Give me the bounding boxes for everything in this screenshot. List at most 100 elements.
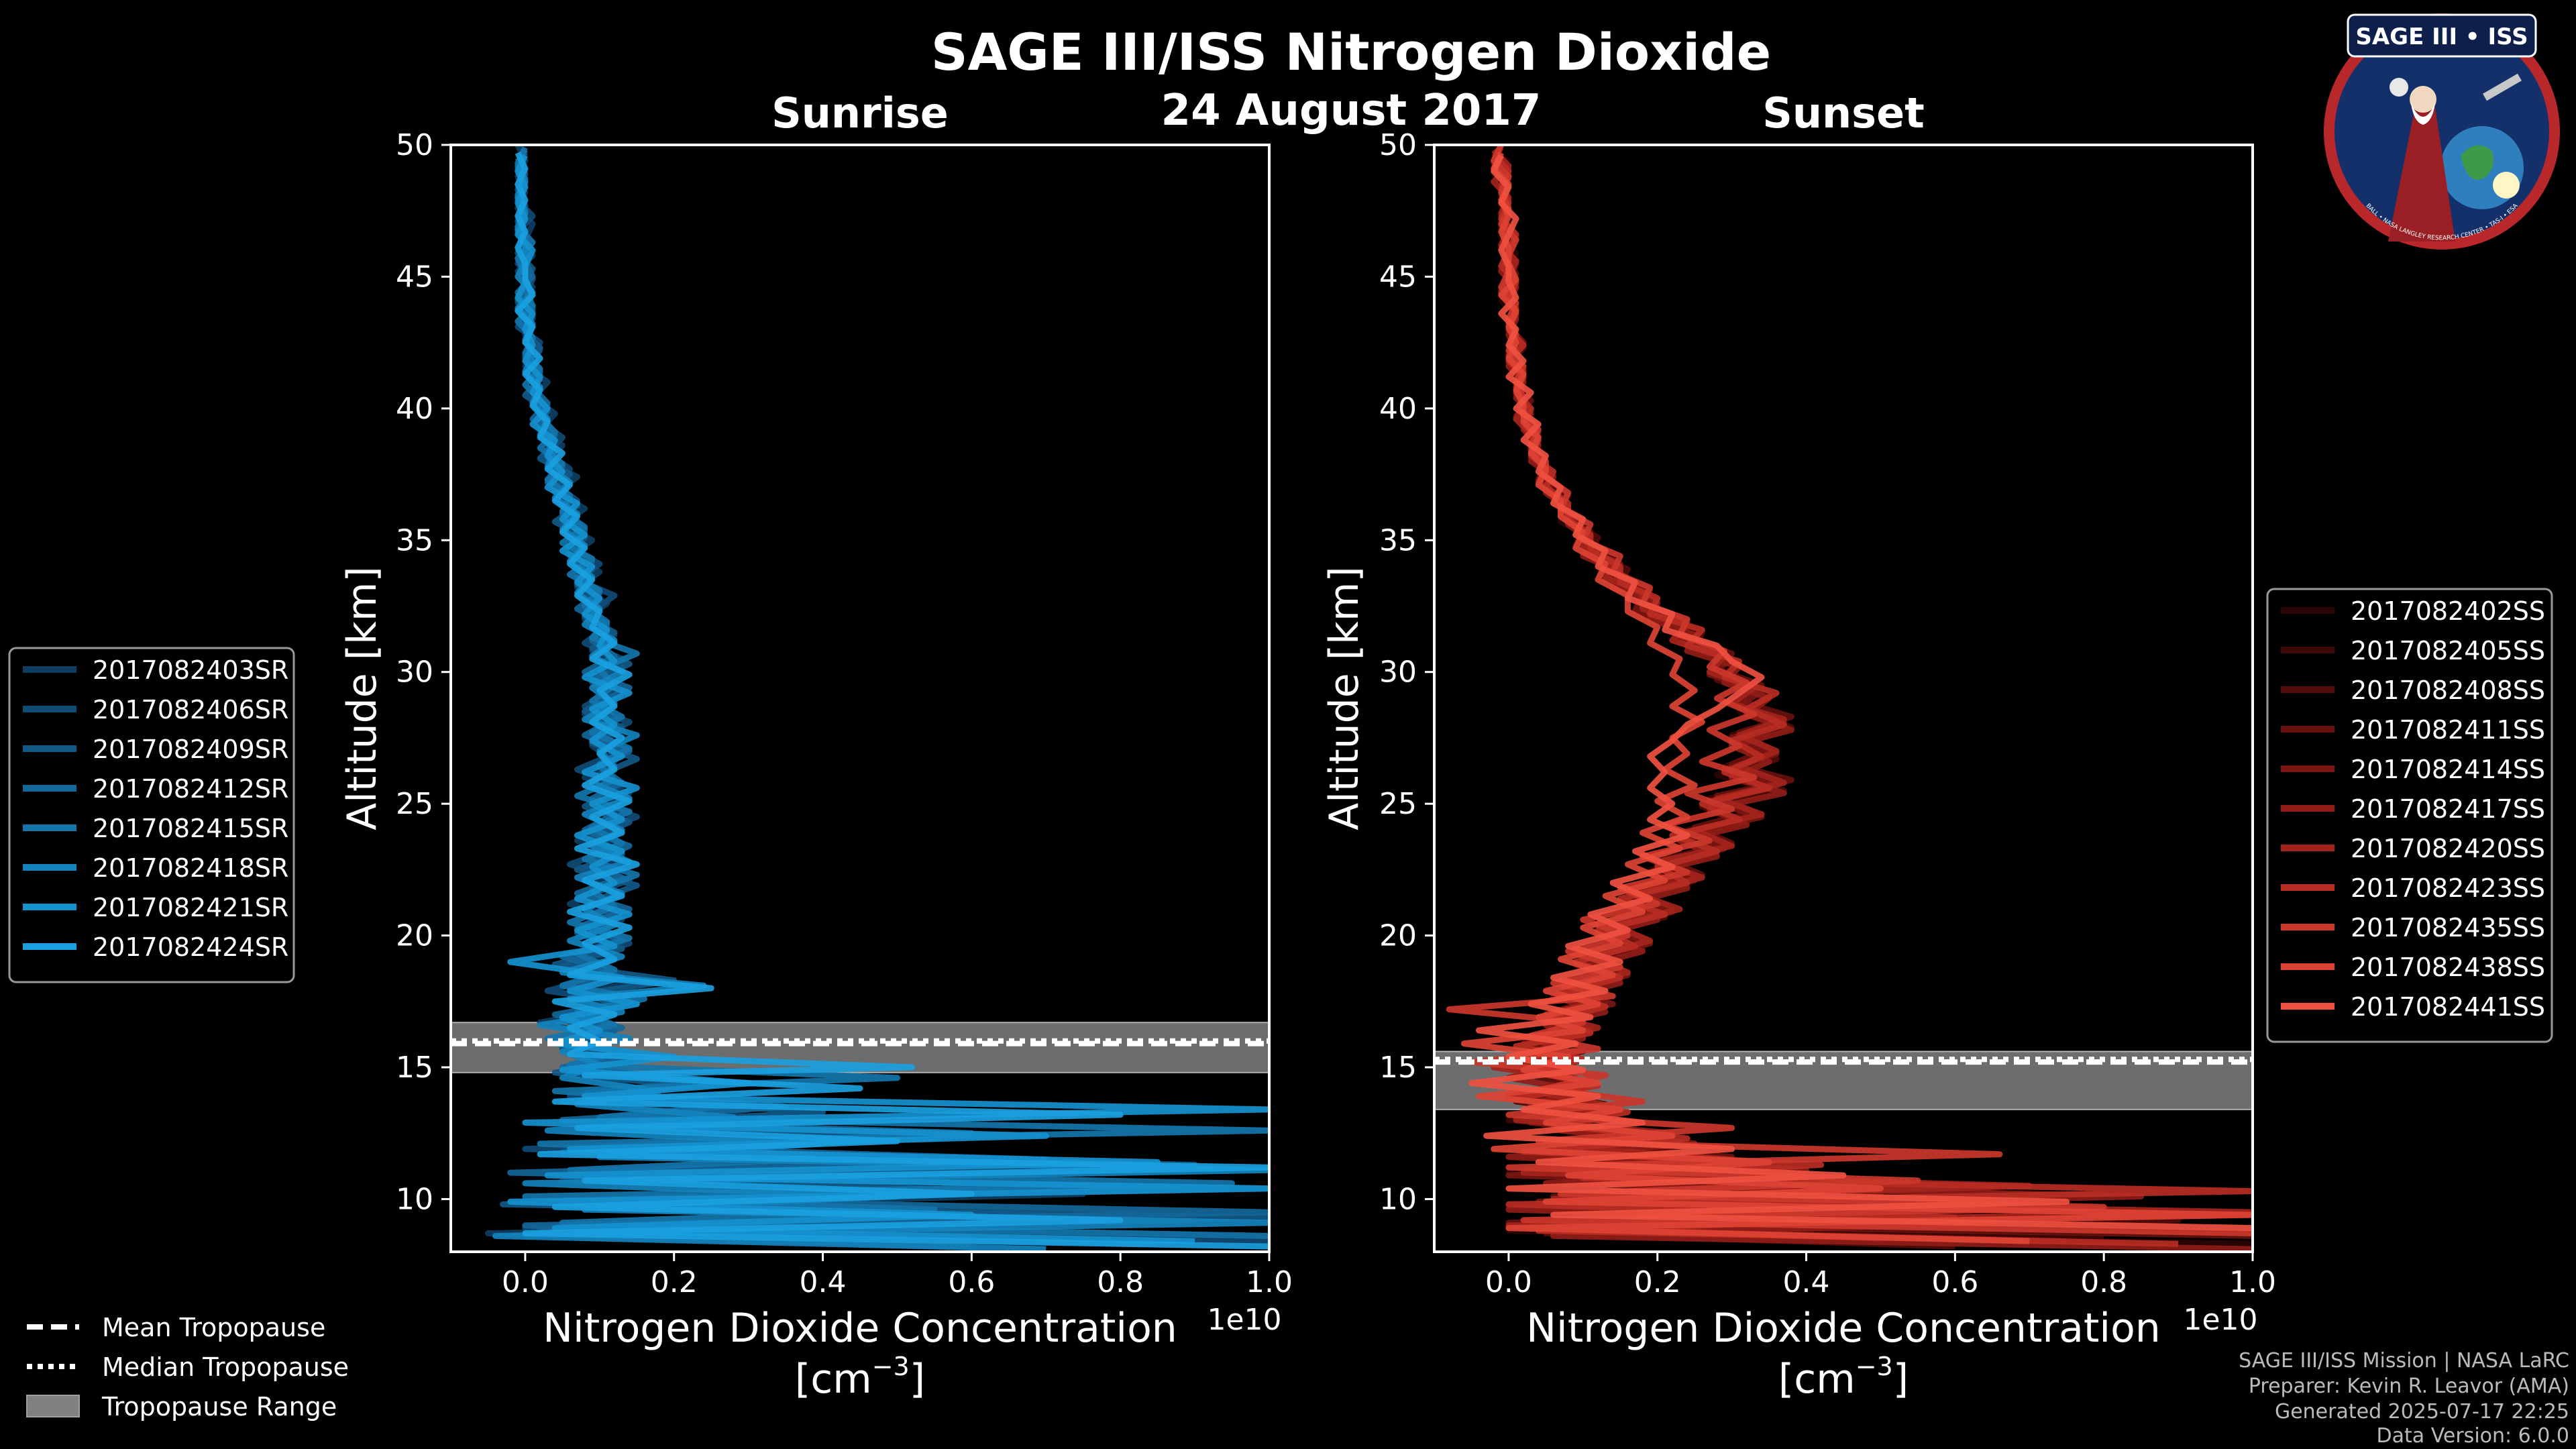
sunset-x-offset-label: 1e10 — [2183, 1303, 2257, 1337]
sunset-y-tick-label: 40 — [1379, 392, 1417, 426]
sunset-legend-frame — [2266, 588, 2553, 1043]
sunset-legend-label: 2017082435SS — [2351, 913, 2545, 943]
credits: SAGE III/ISS Mission | NASA LaRC Prepare… — [2239, 1349, 2569, 1448]
sunset-x-tick-label: 0.0 — [1485, 1265, 1532, 1299]
logo-title: SAGE III • ISS — [2355, 23, 2528, 50]
sunset-legend-label: 2017082402SS — [2351, 596, 2545, 626]
sunset-y-tick-label: 50 — [1379, 128, 1417, 162]
sunrise-x-tick-label: 0.8 — [1097, 1265, 1144, 1299]
sunset-x-axis-label: Nitrogen Dioxide Concentration — [1526, 1305, 2161, 1352]
mean-tropopause-label: Mean Tropopause — [102, 1313, 325, 1342]
sunrise-legend-label: 2017082415SR — [93, 814, 288, 843]
sunrise-y-ticks: 10 15 20 25 30 35 40 45 50 — [396, 128, 451, 1216]
sunrise-y-tick-label: 40 — [396, 392, 433, 426]
credit-mission: SAGE III/ISS Mission | NASA LaRC — [2239, 1349, 2569, 1373]
sunset-panel-title: Sunset — [1762, 89, 1925, 138]
sunrise-x-tick-label: 0.6 — [948, 1265, 995, 1299]
sunset-profile-2017082438SS — [1460, 151, 2253, 1244]
figure-title: SAGE III/ISS Nitrogen Dioxide — [931, 22, 1771, 82]
median-tropopause-label: Median Tropopause — [102, 1352, 349, 1382]
logo-continent — [2461, 145, 2494, 180]
sunrise-y-tick-label: 25 — [396, 787, 433, 821]
sunrise-y-tick-label: 15 — [396, 1051, 433, 1085]
logo-moon-icon — [2390, 78, 2408, 97]
sunrise-x-tick-label: 0.2 — [651, 1265, 698, 1299]
sunset-x-tick-label: 1.0 — [2229, 1265, 2276, 1299]
tropopause-range-swatch — [26, 1395, 80, 1417]
sunset-x-axis-unit: [cm−3] — [1778, 1352, 1909, 1403]
sunset-profiles — [1434, 145, 2253, 1252]
sunset-legend-label: 2017082414SS — [2351, 755, 2545, 784]
sunset-profile-2017082441SS — [1468, 154, 2253, 1232]
sunset-y-axis-label: Altitude [km] — [1321, 566, 1368, 830]
sunset-legend-label: 2017082411SS — [2351, 715, 2545, 745]
sunset-legend-label: 2017082408SS — [2351, 676, 2545, 705]
sunrise-plot-frame — [449, 144, 1271, 1253]
sunrise-profile-2017082415SR — [515, 146, 1269, 1239]
sunset-plot-frame — [1433, 144, 2254, 1253]
sunset-legend-label: 2017082423SS — [2351, 873, 2545, 903]
sunset-y-tick-label: 25 — [1379, 787, 1417, 821]
logo-iss-icon — [2483, 73, 2522, 101]
sunset-legend-label: 2017082441SS — [2351, 992, 2545, 1022]
sunset-y-tick-label: 15 — [1379, 1051, 1417, 1085]
sunrise-x-offset-label: 1e10 — [1207, 1303, 1281, 1337]
sunrise-x-axis-unit: [cm−3] — [795, 1352, 925, 1403]
sunset-legend: 2017082402SS 2017082405SS 2017082408SS 2017… — [2266, 588, 2553, 1043]
sunset-legend-label: 2017082417SS — [2351, 794, 2545, 824]
logo-figure-robe — [2388, 107, 2455, 241]
sunset-legend-label: 2017082405SS — [2351, 636, 2545, 665]
sunrise-legend-label: 2017082412SR — [93, 774, 288, 804]
sunrise-y-tick-label: 45 — [396, 260, 433, 294]
sunset-legend-label: 2017082438SS — [2351, 953, 2545, 982]
sunset-y-tick-label: 10 — [1379, 1182, 1417, 1216]
sunset-x-tick-label: 0.4 — [1783, 1265, 1830, 1299]
sunrise-legend-label: 2017082403SR — [93, 655, 288, 685]
sunrise-legend: 2017082403SR 2017082406SR 2017082409SR 2017… — [8, 647, 295, 983]
sunset-y-tick-label: 35 — [1379, 523, 1417, 557]
logo-sun-icon — [2493, 172, 2520, 199]
sunrise-legend-label: 2017082409SR — [93, 735, 288, 764]
sunrise-profile-2017082424SR — [515, 151, 1269, 1250]
sunset-y-tick-label: 20 — [1379, 919, 1417, 953]
sunset-panel: Sunset 0.0 0.2 0.4 0.6 0.8 1.0 10 15 20 25 30 35 40… — [1321, 89, 2276, 1403]
credit-generated: Generated 2025-07-17 22:25 — [2275, 1400, 2569, 1424]
sunrise-x-tick-label: 0.0 — [502, 1265, 549, 1299]
sunrise-y-tick-label: 10 — [396, 1182, 433, 1216]
sunrise-legend-label: 2017082406SR — [93, 695, 288, 724]
figure-subtitle: 24 August 2017 — [1161, 86, 1542, 136]
sunset-y-tick-label: 30 — [1379, 655, 1417, 690]
logo-banner — [2347, 13, 2537, 58]
sunrise-y-tick-label: 50 — [396, 128, 433, 162]
sunset-y-tick-label: 45 — [1379, 260, 1417, 294]
sunset-x-ticks: 0.0 0.2 0.4 0.6 0.8 1.0 — [1485, 1252, 2276, 1299]
sunrise-y-tick-label: 35 — [396, 523, 433, 557]
sunrise-panel-title: Sunrise — [771, 89, 949, 138]
sunrise-legend-frame — [8, 647, 295, 983]
sunrise-x-tick-label: 1.0 — [1246, 1265, 1293, 1299]
sunset-x-tick-label: 0.6 — [1931, 1265, 1978, 1299]
sunrise-x-tick-label: 0.4 — [800, 1265, 847, 1299]
sunrise-legend-label: 2017082421SR — [93, 893, 288, 922]
tropopause-range-label: Tropopause Range — [101, 1392, 337, 1421]
sunrise-y-tick-label: 30 — [396, 655, 433, 690]
sunrise-legend-label: 2017082424SR — [93, 932, 288, 962]
sage-iii-iss-logo: SAGE III • ISS BALL • NASA LANGLEY RESEA… — [2324, 13, 2560, 250]
sunset-y-ticks: 10 15 20 25 30 35 40 45 50 — [1379, 128, 1434, 1216]
credit-preparer: Preparer: Kevin R. Leavor (AMA) — [2249, 1375, 2569, 1398]
logo-figure-head — [2410, 86, 2436, 113]
sunset-x-tick-label: 0.2 — [1634, 1265, 1681, 1299]
sunrise-panel: Sunrise 0.0 0.2 0.4 0.6 0.8 1.0 10 15 20 25 30 35 4… — [339, 89, 1293, 1403]
logo-figure-beard — [2411, 103, 2435, 125]
sunrise-y-axis-label: Altitude [km] — [339, 566, 386, 830]
sunset-legend-label: 2017082420SS — [2351, 834, 2545, 863]
sunrise-y-tick-label: 20 — [396, 919, 433, 953]
sunset-x-tick-label: 0.8 — [2080, 1265, 2127, 1299]
sunrise-x-ticks: 0.0 0.2 0.4 0.6 0.8 1.0 — [502, 1252, 1293, 1299]
sunrise-legend-label: 2017082418SR — [93, 853, 288, 883]
credit-version: Data Version: 6.0.0 — [2377, 1424, 2569, 1448]
sunrise-x-axis-label: Nitrogen Dioxide Concentration — [543, 1305, 1177, 1352]
tropopause-legend: Mean Tropopause Median Tropopause Tropop… — [26, 1313, 349, 1421]
sunrise-profiles — [451, 145, 1269, 1252]
